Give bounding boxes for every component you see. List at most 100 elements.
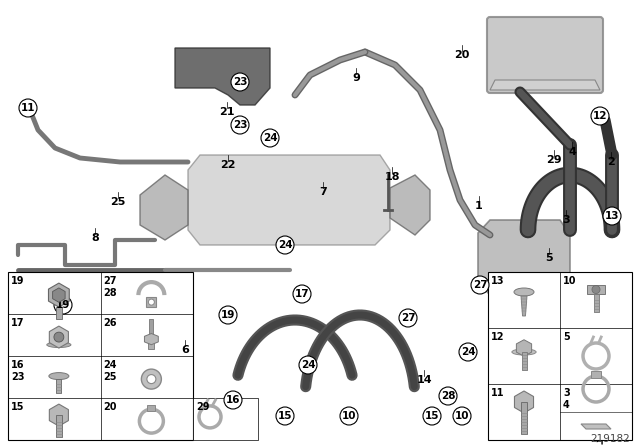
Text: 24
25: 24 25 xyxy=(104,360,117,382)
Text: 2: 2 xyxy=(607,157,615,167)
Circle shape xyxy=(592,285,600,293)
Text: 21: 21 xyxy=(220,107,235,117)
Circle shape xyxy=(459,343,477,361)
Text: 29: 29 xyxy=(546,155,562,165)
Circle shape xyxy=(591,107,609,125)
Text: 28: 28 xyxy=(441,391,455,401)
Bar xyxy=(148,337,154,349)
Text: 15: 15 xyxy=(278,411,292,421)
Circle shape xyxy=(276,407,294,425)
Circle shape xyxy=(54,332,64,342)
Text: 3
4: 3 4 xyxy=(563,388,570,409)
Text: 219182: 219182 xyxy=(590,434,630,444)
Text: 27: 27 xyxy=(401,313,415,323)
Polygon shape xyxy=(49,326,68,348)
Polygon shape xyxy=(516,340,532,356)
Polygon shape xyxy=(490,80,600,90)
Circle shape xyxy=(54,296,72,314)
Text: 27: 27 xyxy=(473,280,487,290)
Ellipse shape xyxy=(512,349,536,355)
Text: 29: 29 xyxy=(196,402,209,412)
Circle shape xyxy=(471,276,489,294)
Polygon shape xyxy=(49,283,69,307)
Bar xyxy=(149,319,154,337)
Circle shape xyxy=(147,375,156,383)
Text: 8: 8 xyxy=(91,233,99,243)
Text: 13: 13 xyxy=(491,276,504,286)
Bar xyxy=(56,307,62,319)
Text: 16: 16 xyxy=(226,395,240,405)
Text: 13: 13 xyxy=(605,211,620,221)
Circle shape xyxy=(141,369,161,389)
Text: 15: 15 xyxy=(11,402,24,412)
Bar xyxy=(587,285,605,294)
Bar xyxy=(521,402,527,434)
Bar xyxy=(147,297,156,307)
Text: 7: 7 xyxy=(319,187,327,197)
Text: 27
28: 27 28 xyxy=(104,276,117,297)
Text: 12: 12 xyxy=(491,332,504,342)
Text: 16
23: 16 23 xyxy=(11,360,24,382)
Bar xyxy=(8,272,193,440)
Text: 17: 17 xyxy=(294,289,309,299)
Polygon shape xyxy=(478,220,570,295)
Ellipse shape xyxy=(514,288,534,296)
Circle shape xyxy=(224,391,242,409)
Text: 1: 1 xyxy=(475,201,483,211)
Polygon shape xyxy=(145,333,158,345)
Polygon shape xyxy=(175,48,270,105)
Text: 24: 24 xyxy=(278,240,292,250)
Text: 20: 20 xyxy=(454,50,470,60)
Text: 17: 17 xyxy=(11,318,24,328)
Text: 14: 14 xyxy=(416,375,432,385)
Text: 23: 23 xyxy=(233,77,247,87)
Text: 15: 15 xyxy=(425,411,439,421)
Text: 23: 23 xyxy=(233,120,247,130)
Text: 24: 24 xyxy=(301,360,316,370)
Circle shape xyxy=(293,285,311,303)
Polygon shape xyxy=(140,175,188,240)
Polygon shape xyxy=(521,296,527,316)
Circle shape xyxy=(231,73,249,91)
Circle shape xyxy=(340,407,358,425)
Text: 11: 11 xyxy=(20,103,35,113)
Text: 19: 19 xyxy=(221,310,235,320)
Text: 20: 20 xyxy=(104,402,117,412)
Polygon shape xyxy=(52,285,82,305)
Text: 4: 4 xyxy=(568,147,576,157)
Ellipse shape xyxy=(47,342,71,348)
Text: 11: 11 xyxy=(491,388,504,398)
Text: 24: 24 xyxy=(461,347,476,357)
Polygon shape xyxy=(515,391,534,413)
Text: 9: 9 xyxy=(352,73,360,83)
Bar xyxy=(193,398,258,440)
Circle shape xyxy=(148,299,154,305)
FancyBboxPatch shape xyxy=(487,17,603,93)
Circle shape xyxy=(19,99,37,117)
Bar xyxy=(522,352,527,370)
Polygon shape xyxy=(188,155,390,245)
Bar xyxy=(147,405,156,411)
Bar xyxy=(593,294,598,312)
Circle shape xyxy=(231,116,249,134)
Circle shape xyxy=(276,236,294,254)
Circle shape xyxy=(423,407,441,425)
Text: 3: 3 xyxy=(562,215,570,225)
Bar xyxy=(488,272,632,440)
Text: 24: 24 xyxy=(262,133,277,143)
Bar xyxy=(591,371,601,378)
Polygon shape xyxy=(52,288,65,302)
Circle shape xyxy=(219,306,237,324)
Circle shape xyxy=(439,387,457,405)
Text: 18: 18 xyxy=(384,172,400,182)
Text: 6: 6 xyxy=(181,345,189,355)
Text: 22: 22 xyxy=(220,160,236,170)
Circle shape xyxy=(453,407,471,425)
Text: 25: 25 xyxy=(110,197,125,207)
Polygon shape xyxy=(581,424,611,429)
Polygon shape xyxy=(390,175,430,235)
Text: 5: 5 xyxy=(563,332,570,342)
Polygon shape xyxy=(49,404,68,426)
Circle shape xyxy=(399,309,417,327)
Text: 19: 19 xyxy=(56,300,70,310)
